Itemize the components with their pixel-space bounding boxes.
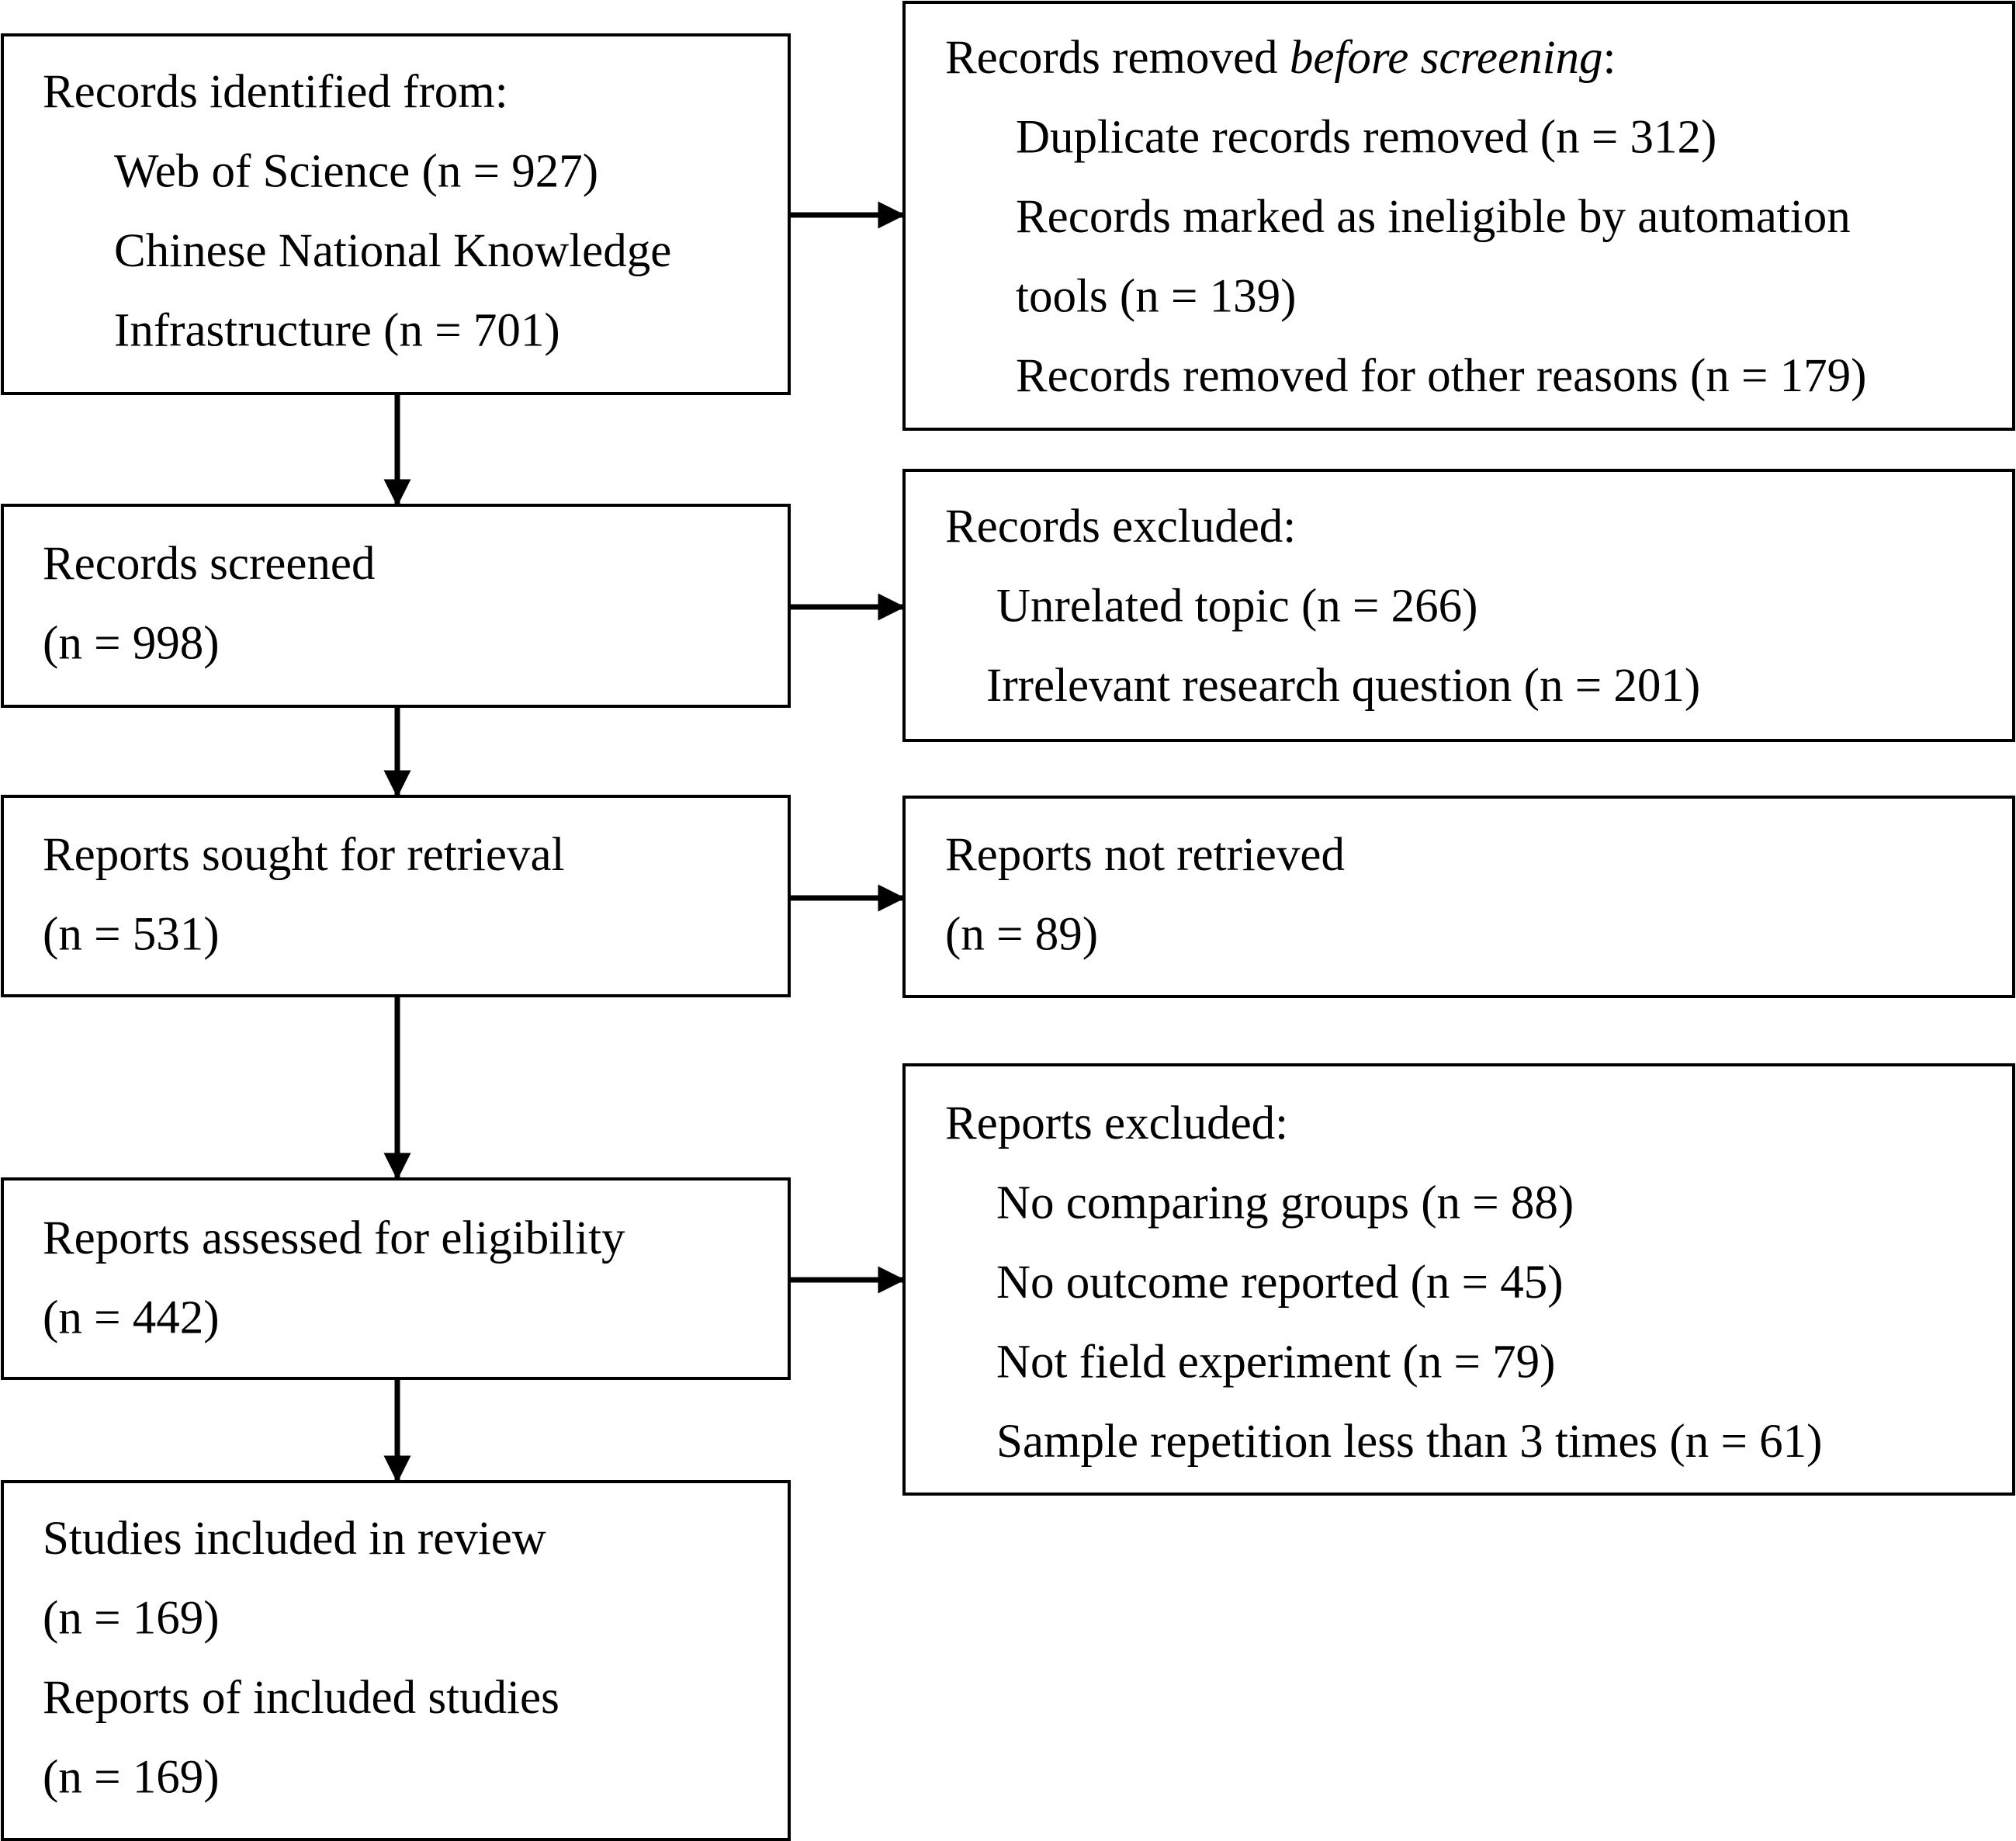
box-text: Reports not retrieved <box>945 829 1345 881</box>
box-text: (n = 169) <box>43 1752 220 1804</box>
box-text: Records identified from: <box>43 66 508 118</box>
box <box>1 1480 791 1841</box>
box <box>1 795 791 997</box>
box <box>1 1177 791 1380</box>
box-text: No outcome reported (n = 45) <box>996 1257 1564 1309</box>
box-text: Reports of included studies <box>43 1672 559 1724</box>
box <box>1 33 791 395</box>
box-text: Reports sought for retrieval <box>43 829 565 881</box>
box-text: Records excluded: <box>945 501 1296 553</box>
box-text: Duplicate records removed (n = 312) <box>1016 112 1716 164</box>
box-text: (n = 442) <box>43 1292 220 1344</box>
text-segment: : <box>1603 32 1616 84</box>
box <box>902 1063 2015 1496</box>
box-text: Records removed for other reasons (n = 1… <box>1016 350 1866 402</box>
box-text: Records screened <box>43 538 376 590</box>
box-text: Records marked as ineligible by automati… <box>1016 191 1851 243</box>
box-text: Not field experiment (n = 79) <box>996 1337 1555 1389</box>
box-text: Studies included in review <box>43 1513 546 1565</box>
box-text: (n = 169) <box>43 1593 220 1645</box>
box-text: Irrelevant research question (n = 201) <box>986 660 1700 712</box>
box <box>902 1 2015 431</box>
box-text: (n = 89) <box>945 909 1098 961</box>
box-text: Records removed before screening: <box>945 32 1616 84</box>
box-text: Web of Science (n = 927) <box>114 146 598 198</box>
box-text: tools (n = 139) <box>1016 271 1296 323</box>
box-text: Infrastructure (n = 701) <box>114 305 560 357</box>
box-text: (n = 998) <box>43 618 220 670</box>
box <box>902 469 2015 742</box>
text-segment: before screening <box>1290 32 1603 84</box>
box <box>902 796 2015 998</box>
box-text: Sample repetition less than 3 times (n =… <box>996 1416 1822 1468</box>
box-text: Chinese National Knowledge <box>114 225 671 277</box>
box <box>1 504 791 708</box>
text-segment: Records removed <box>945 32 1290 84</box>
box-text: Reports excluded: <box>945 1097 1288 1149</box>
box-text: Unrelated topic (n = 266) <box>996 581 1477 633</box>
box-text: (n = 531) <box>43 909 220 961</box>
box-text: No comparing groups (n = 88) <box>996 1177 1574 1229</box>
box-text: Reports assessed for eligibility <box>43 1212 625 1264</box>
